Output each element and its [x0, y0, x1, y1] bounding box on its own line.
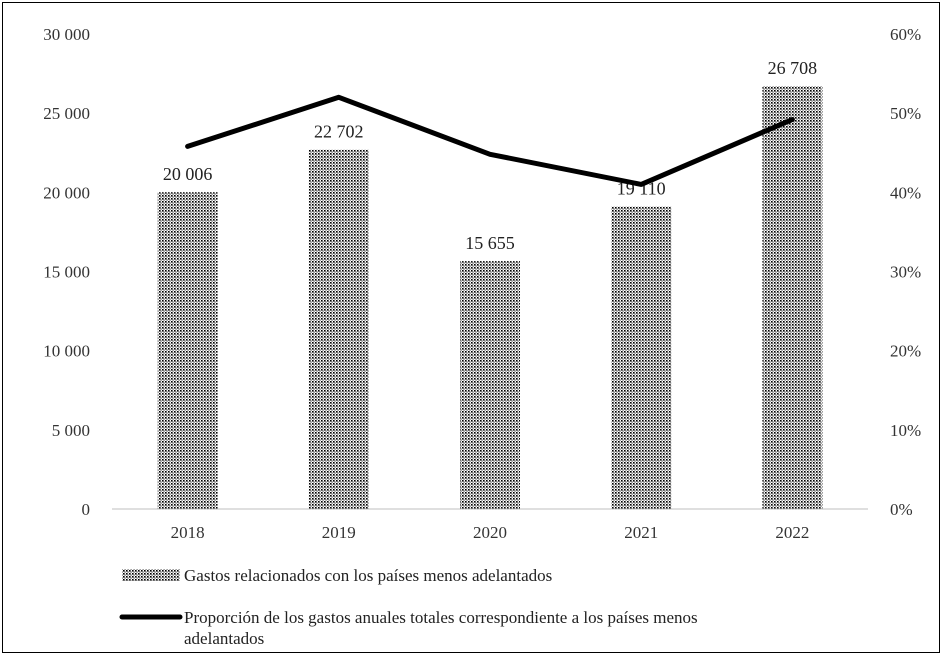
left-axis-tick-label: 30 000 [43, 25, 90, 44]
bar-value-label: 26 708 [768, 58, 818, 78]
right-axis-tick-label: 20% [890, 342, 921, 361]
x-axis-tick-label: 2019 [322, 523, 356, 542]
bar-2022 [762, 86, 823, 509]
bar-value-label: 22 702 [314, 122, 364, 142]
left-axis-tick-label: 10 000 [43, 342, 90, 361]
bar-2021 [611, 206, 672, 510]
right-axis-ticks: 0% 10% 20% 30% 40% 50% 60% [890, 25, 921, 519]
bar-2019 [308, 149, 369, 509]
bar-2018 [157, 192, 218, 509]
legend-bar-swatch [122, 569, 180, 581]
legend-bar-label: Gastos relacionados con los países menos… [184, 566, 552, 585]
legend-line-label: Proporción de los gastos anuales totales… [184, 608, 698, 648]
left-axis-tick-label: 25 000 [43, 104, 90, 123]
legend: Gastos relacionados con los países menos… [119, 566, 698, 648]
right-axis-tick-label: 30% [890, 263, 921, 282]
left-axis-tick-label: 5 000 [52, 421, 90, 440]
bar-2020 [460, 261, 520, 509]
right-axis-tick-label: 60% [890, 25, 921, 44]
right-axis-tick-label: 50% [890, 104, 921, 123]
share-line [185, 94, 795, 187]
x-axis-tick-label: 2022 [775, 523, 809, 542]
left-axis-tick-label: 0 [82, 500, 91, 519]
left-axis-ticks: 0 5 000 10 000 15 000 20 000 25 000 30 000 [43, 25, 90, 519]
right-axis-tick-label: 10% [890, 421, 921, 440]
x-axis-ticks: 2018 2019 2020 2021 2022 [171, 523, 810, 542]
line-series [185, 94, 795, 187]
right-axis-tick-label: 40% [890, 183, 921, 202]
bar-series [157, 86, 823, 510]
left-axis-tick-label: 15 000 [43, 263, 90, 282]
x-axis-tick-label: 2020 [473, 523, 507, 542]
x-axis-tick-label: 2021 [624, 523, 658, 542]
left-axis-tick-label: 20 000 [43, 183, 90, 202]
bar-value-label: 20 006 [163, 164, 213, 184]
bar-value-label: 15 655 [465, 233, 515, 253]
x-axis-tick-label: 2018 [171, 523, 205, 542]
right-axis-tick-label: 0% [890, 500, 913, 519]
